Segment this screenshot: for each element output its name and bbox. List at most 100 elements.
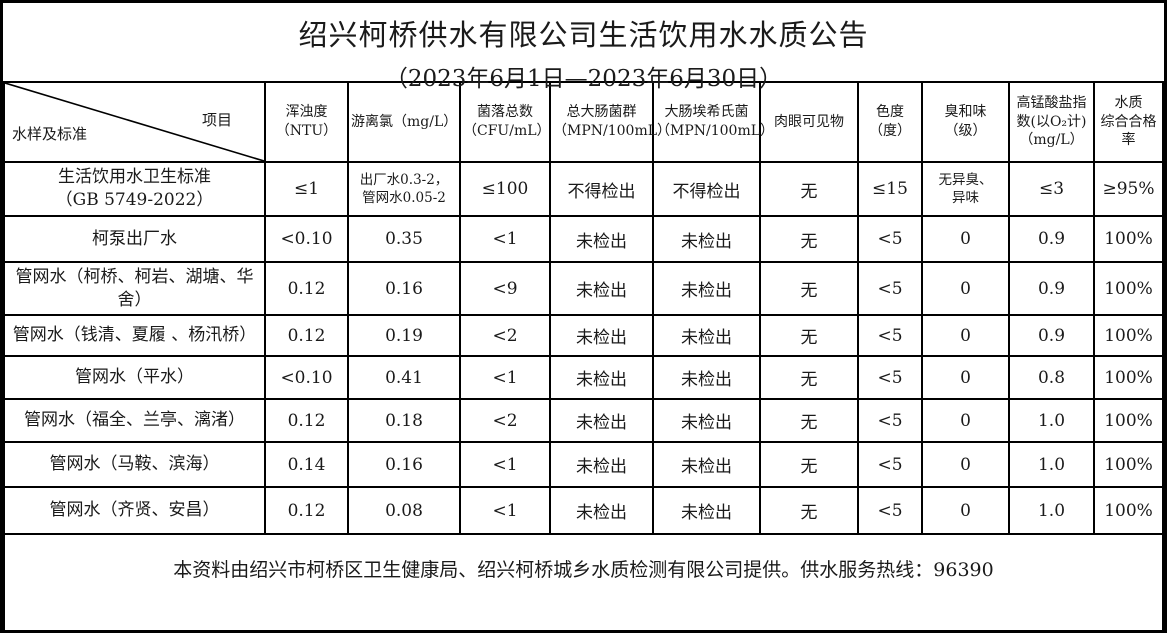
row-label: 生活饮用水卫生标准 （GB 5749-2022）: [3, 161, 266, 217]
table-row: 管网水（马鞍、滨海） 0.14 0.16 <1 未检出 未检出无 <5 0 1.0 100%: [3, 441, 1164, 488]
value-cell: 0: [921, 261, 1010, 316]
footer-cell: 本资料由绍兴市柯桥区卫生健康局、绍兴柯桥城乡水质检测有限公司提供。供水服务热线：…: [3, 532, 1164, 630]
value-cell: 未检出: [652, 261, 761, 316]
value-cell: 0: [921, 486, 1010, 535]
value-cell: 不得检出: [549, 161, 654, 217]
value-cell: <1: [459, 441, 551, 488]
row-label: 管网水（平水）: [3, 355, 266, 400]
row-label: 管网水（马鞍、滨海）: [3, 441, 266, 488]
value-cell: 0.35: [347, 215, 461, 263]
value-cell: ≤15: [857, 161, 923, 217]
value-cell: 未检出: [549, 355, 654, 400]
value-cell: <0.10: [264, 355, 349, 400]
value-cell: 未检出: [652, 441, 761, 488]
value-cell: 0.41: [347, 355, 461, 400]
value-cell: 0: [921, 314, 1010, 357]
column-header: 总大肠菌群 （MPN/100mL）: [549, 81, 671, 163]
value-cell: 无: [759, 486, 859, 535]
value-cell: 未检出: [652, 355, 761, 400]
value-cell: 0.18: [347, 398, 461, 443]
value-cell: 未检出: [549, 261, 654, 316]
value-cell: 1.0: [1008, 486, 1095, 535]
value-cell: 0.08: [347, 486, 461, 535]
value-cell: 100%: [1093, 314, 1164, 357]
date-range-subtitle: （2023年6月1日—2023年6月30日）: [384, 66, 783, 92]
value-cell: 0.14: [264, 441, 349, 488]
table-row: 生活饮用水卫生标准 （GB 5749-2022） ≤1 出厂水0.3-2， 管网水0…: [3, 161, 1164, 217]
value-cell: <1: [459, 215, 551, 263]
value-cell: 未检出: [652, 398, 761, 443]
row-label: 管网水（柯桥、柯岩、湖塘、华舍）: [3, 261, 266, 316]
value-cell: 未检出: [549, 314, 654, 357]
table-row: 柯泵出厂水 <0.10 0.35 <1 未检出 未检出无 <5 0 0.9 100%: [3, 215, 1164, 263]
value-cell: <1: [459, 486, 551, 535]
value-cell: 0.9: [1008, 215, 1095, 263]
value-cell: 未检出: [549, 441, 654, 488]
value-cell: <2: [459, 314, 551, 357]
value-cell: 不得检出: [652, 161, 761, 217]
row-label: 管网水（钱清、夏履 、杨汛桥）: [3, 314, 266, 357]
value-cell: 未检出: [652, 215, 761, 263]
value-cell: <5: [857, 486, 923, 535]
column-header: 高锰酸盐指 数(以O₂计) （mg/L）: [1008, 81, 1095, 163]
signature-block: 绍兴柯桥供水有限公司 2023年7月4日: [179, 610, 1164, 630]
value-cell: <5: [857, 261, 923, 316]
value-cell: ≤1: [264, 161, 349, 217]
row-label: 管网水（齐贤、安昌）: [3, 486, 266, 535]
value-cell: 无: [759, 161, 859, 217]
value-cell: <5: [857, 441, 923, 488]
value-cell: <5: [857, 398, 923, 443]
value-cell: 未检出: [652, 486, 761, 535]
value-cell: <9: [459, 261, 551, 316]
value-cell: 0: [921, 398, 1010, 443]
value-cell: <1: [459, 355, 551, 400]
header-row: 水样及标准 项目 浑浊度 （NTU） 游离氯（mg/L） 菌落总数 （CFU/mL）…: [3, 81, 1164, 163]
water-quality-table: 水样及标准 项目 浑浊度 （NTU） 游离氯（mg/L） 菌落总数 （CFU/mL）…: [3, 81, 1164, 630]
value-cell: 无: [759, 398, 859, 443]
source-note: 本资料由绍兴市柯桥区卫生健康局、绍兴柯桥城乡水质检测有限公司提供。供水服务热线：…: [173, 559, 994, 581]
value-cell: 无: [759, 215, 859, 263]
column-header: 游离氯（mg/L）: [347, 81, 461, 163]
column-header: 色度 （度）: [857, 81, 923, 163]
value-cell: 1.0: [1008, 441, 1095, 488]
value-cell: 0: [921, 355, 1010, 400]
value-cell: 无: [759, 261, 859, 316]
value-cell: 未检出: [549, 398, 654, 443]
corner-label-item: 项目: [201, 111, 232, 129]
value-cell: <2: [459, 398, 551, 443]
column-header: 菌落总数 （CFU/mL）: [459, 81, 551, 163]
value-cell: <5: [857, 314, 923, 357]
value-cell: 100%: [1093, 398, 1164, 443]
value-cell: 无: [759, 355, 859, 400]
corner-cell: 水样及标准 项目: [3, 81, 266, 163]
table-row: 管网水（平水） <0.10 0.41 <1 未检出 未检出无 <5 0 0.8 100%: [3, 355, 1164, 400]
value-cell: <5: [857, 355, 923, 400]
value-cell: 0.16: [347, 441, 461, 488]
value-cell: 0.8: [1008, 355, 1095, 400]
value-cell: 未检出: [549, 215, 654, 263]
value-cell: 无: [759, 314, 859, 357]
table-row: 管网水（柯桥、柯岩、湖塘、华舍） 0.12 0.16 <9 未检出 未检出无 <5 0 0.9 1…: [3, 261, 1164, 316]
table-body: 生活饮用水卫生标准 （GB 5749-2022） ≤1 出厂水0.3-2， 管网水0…: [3, 161, 1164, 535]
column-header: 水质 综合合格率: [1093, 81, 1164, 163]
value-cell: 0.9: [1008, 261, 1095, 316]
value-cell: 0: [921, 215, 1010, 263]
value-cell: 0.16: [347, 261, 461, 316]
table-row: 管网水（钱清、夏履 、杨汛桥） 0.12 0.19 <2 未检出 未检出无 <5 0 0.9 10…: [3, 314, 1164, 357]
page-title: 绍兴柯桥供水有限公司生活饮用水水质公告: [298, 18, 869, 52]
value-cell: 0.12: [264, 261, 349, 316]
value-cell: 100%: [1093, 215, 1164, 263]
value-cell: 0.19: [347, 314, 461, 357]
value-cell: 出厂水0.3-2， 管网水0.05-2: [347, 161, 461, 217]
value-cell: 0: [921, 441, 1010, 488]
value-cell: <5: [857, 215, 923, 263]
value-cell: 0.9: [1008, 314, 1095, 357]
value-cell: ≥95%: [1093, 161, 1164, 217]
value-cell: ≤100: [459, 161, 551, 217]
row-label: 柯泵出厂水: [3, 215, 266, 263]
value-cell: 无: [759, 441, 859, 488]
value-cell: 无异臭、 异味: [921, 161, 1010, 217]
column-header: 大肠埃希氏菌 （MPN/100mL）: [652, 81, 774, 163]
value-cell: 100%: [1093, 355, 1164, 400]
